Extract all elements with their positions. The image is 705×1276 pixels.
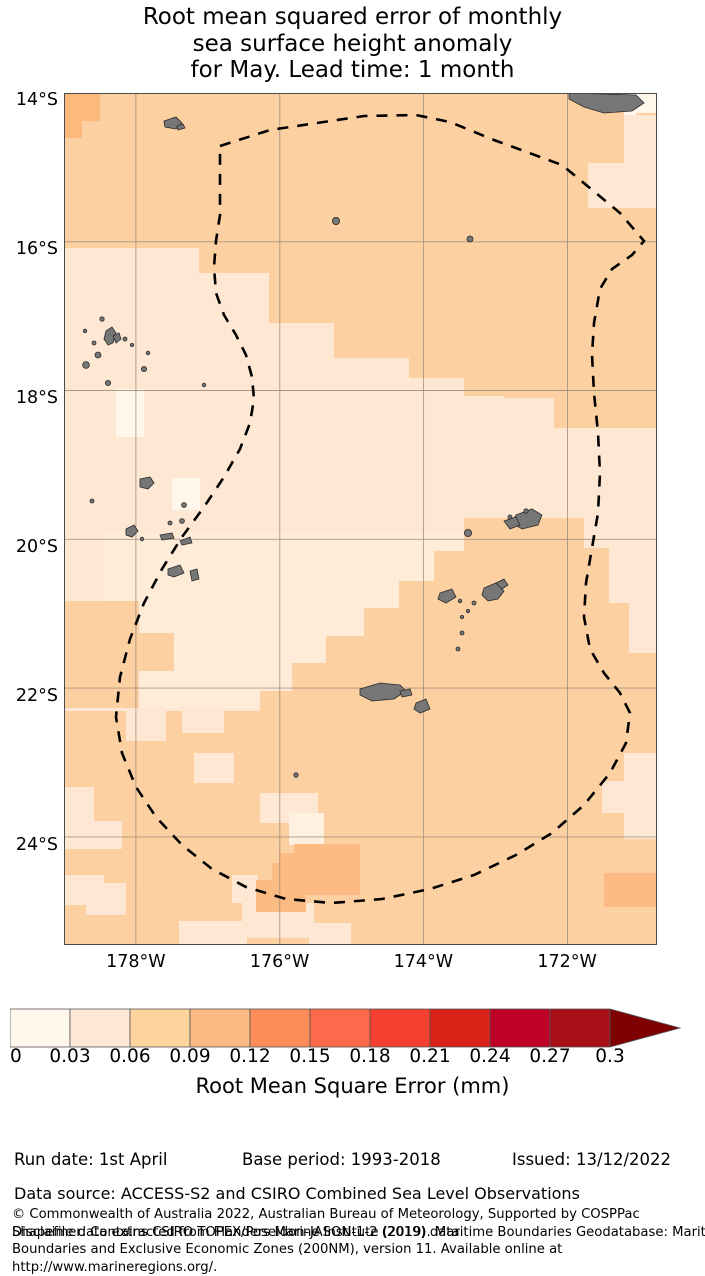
colorbar-tick-0.15: 0.15 (289, 1046, 330, 1067)
colorbar-tick-0.21: 0.21 (409, 1046, 450, 1067)
colorbar-segment-0 (10, 1009, 70, 1047)
title-line-1: Root mean squared error of monthly (0, 4, 705, 31)
y-tick-18S: 18°S (0, 388, 58, 408)
x-tick-178W: 178°W (106, 952, 165, 972)
shapefile-credit-line: Shapefile data extracted from Flanders M… (12, 1224, 705, 1242)
colorbar-tick-0.06: 0.06 (109, 1046, 150, 1067)
rmse-heatmap (64, 93, 657, 945)
legal-text: © Commonwealth of Australia 2022, Austra… (12, 1206, 702, 1276)
x-tick-174W: 174°W (394, 952, 453, 972)
x-tick-176W: 176°W (250, 952, 309, 972)
copyright-line: © Commonwealth of Australia 2022, Austra… (12, 1206, 702, 1224)
colorbar-segment-8 (490, 1009, 550, 1047)
metadata-row: Run date: 1st April Base period: 1993-20… (14, 1150, 699, 1172)
legal-line-2: Boundaries and Exclusive Economic Zones … (12, 1241, 702, 1259)
colorbar-segment-5 (310, 1009, 370, 1047)
colorbar-segment-4 (250, 1009, 310, 1047)
colorbar-tick-0.18: 0.18 (349, 1046, 390, 1067)
title-line-2: sea surface height anomaly (0, 31, 705, 58)
colorbar-segment-2 (130, 1009, 190, 1047)
y-tick-16S: 16°S (0, 239, 58, 259)
colorbar-segment-3 (190, 1009, 250, 1047)
colorbar[interactable] (10, 1008, 695, 1048)
colorbar-tick-labels: 0 0.03 0.06 0.09 0.12 0.15 0.18 0.21 0.24 0.27 0.3 (0, 1046, 705, 1070)
y-tick-24S: 24°S (0, 835, 58, 855)
colorbar-extend-arrow (610, 1009, 680, 1047)
colorbar-tick-0.27: 0.27 (529, 1046, 570, 1067)
base-period: Base period: 1993-2018 (242, 1150, 441, 1169)
colorbar-tick-0.24: 0.24 (469, 1046, 510, 1067)
colorbar-tick-0: 0 (10, 1046, 22, 1067)
x-tick-172W: 172°W (537, 952, 596, 972)
colorbar-segment-7 (430, 1009, 490, 1047)
colorbar-tick-0.03: 0.03 (49, 1046, 90, 1067)
colorbar-tick-0.09: 0.09 (169, 1046, 210, 1067)
colorbar-segment-6 (370, 1009, 430, 1047)
issued-date: Issued: 13/12/2022 (512, 1150, 671, 1169)
y-tick-14S: 14°S (0, 90, 58, 110)
colorbar-axis-label: Root Mean Square Error (mm) (0, 1074, 705, 1098)
run-date: Run date: 1st April (14, 1150, 167, 1169)
y-tick-20S: 20°S (0, 537, 58, 557)
legal-line-3: http://www.marineregions.org/. (12, 1259, 702, 1276)
page-title: Root mean squared error of monthly sea s… (0, 4, 705, 84)
colorbar-segment-9 (550, 1009, 610, 1047)
colorbar-segment-1 (70, 1009, 130, 1047)
map-plot-area[interactable] (64, 93, 657, 945)
overlapping-disclaimer-lines: Disclaimer: Contains CSIRO TOPEX/Poseido… (12, 1224, 702, 1242)
data-source-line: Data source: ACCESS-S2 and CSIRO Combine… (14, 1184, 580, 1203)
title-line-3: for May. Lead time: 1 month (0, 57, 705, 84)
colorbar-tick-0.3: 0.3 (595, 1046, 624, 1067)
y-tick-22S: 22°S (0, 686, 58, 706)
colorbar-tick-0.12: 0.12 (229, 1046, 270, 1067)
